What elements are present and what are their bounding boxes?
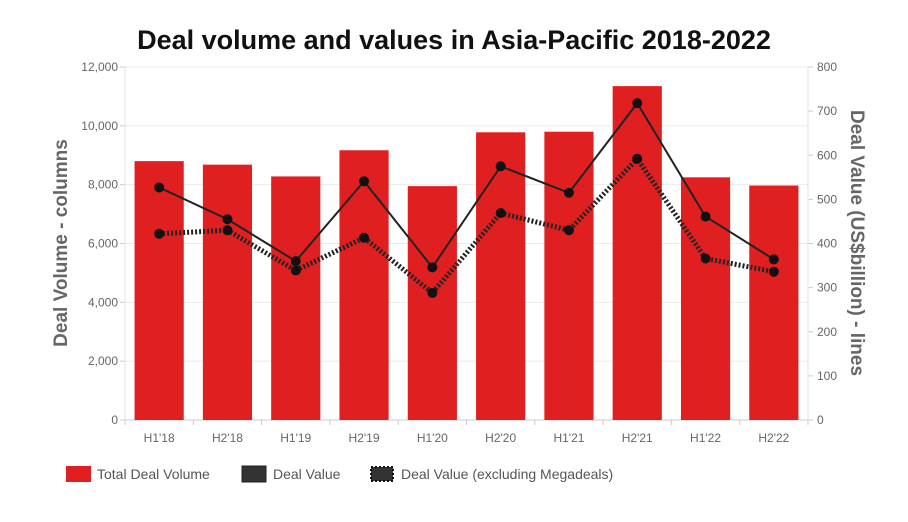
legend-swatch-deal-value-excl-megadeals [370,466,394,482]
bar-10 [749,185,799,420]
x-tick-label: H2'21 [622,431,653,445]
y-tick-label: 0 [111,413,118,427]
point-excl-megadeals-7 [563,225,574,236]
y2-tick-label: 500 [817,192,837,206]
legend-swatch-deal-value [241,465,267,483]
x-tick-label: H2'22 [758,431,789,445]
series-line-excluding-megadeals [159,156,775,296]
y-tick-label: 10,000 [81,119,118,133]
point-excl-megadeals-1 [154,228,165,239]
y2-tick-label: 400 [817,237,837,251]
point-deal-value-5 [427,262,438,273]
y2-tick-label: 800 [817,60,837,74]
point-deal-value-7 [563,187,574,198]
y-tick-label: 4,000 [88,295,118,309]
point-excl-megadeals-9 [700,253,711,264]
bar-1 [134,161,184,420]
point-deal-value-2 [222,214,233,225]
series-line-deal-value [158,102,775,269]
lines [154,98,779,298]
bar-4 [339,150,389,421]
y2-tick-label: 0 [817,413,824,427]
bar-2 [202,164,253,420]
bar-7 [544,131,594,420]
point-deal-value-1 [154,182,165,193]
x-tick-label: H2'20 [485,431,516,445]
point-excl-megadeals-10 [768,266,779,277]
y2-tick-label: 700 [817,104,837,118]
y2-tick-label: 600 [817,148,837,162]
bar-3 [271,176,321,420]
legend-label: Total Deal Volume [97,466,210,482]
bar-5 [407,186,457,420]
point-excl-megadeals-5 [427,287,438,298]
point-deal-value-8 [632,98,643,109]
x-tick-label: H1'18 [144,431,175,445]
point-excl-megadeals-2 [222,225,233,236]
legend-swatch-total-deal-volume [66,466,91,482]
x-tick-label: H1'20 [417,431,448,445]
point-excl-megadeals-3 [290,265,301,276]
bar-8 [612,86,662,420]
bars [134,86,799,421]
x-tick-label: H2'18 [212,431,243,445]
y2-tick-label: 100 [817,369,837,383]
point-deal-value-9 [700,211,711,222]
point-deal-value-6 [495,161,506,172]
y2-tick-label: 300 [817,281,837,295]
y2-tick-label: 200 [817,325,837,339]
x-tick-label: H1'22 [690,431,721,445]
legend-label: Deal Value [273,466,341,482]
x-tick-label: H2'19 [349,431,380,445]
point-deal-value-4 [359,176,370,187]
bar-6 [476,132,526,420]
point-deal-value-10 [768,254,779,265]
legend: Total Deal Volume Deal Value Deal Value (e… [66,465,613,483]
point-excl-megadeals-4 [359,232,370,243]
y-tick-label: 2,000 [88,354,118,368]
y-tick-label: 12,000 [81,60,118,74]
legend-label: Deal Value (excluding Megadeals) [401,466,613,482]
chart-title: Deal volume and values in Asia-Pacific 2… [137,25,771,55]
point-excl-megadeals-6 [495,208,506,219]
x-tick-label: H1'21 [553,431,584,445]
x-tick-label: H1'19 [280,431,311,445]
y2-axis-title: Deal Value (US$billion) - lines [846,110,867,376]
y-tick-label: 8,000 [88,178,118,192]
axes: 0 2,000 4,000 6,000 8,000 10,000 12,000 0 100 200… [81,60,837,445]
point-deal-value-3 [290,256,301,267]
y-axis-title: Deal Volume - columns [51,139,72,347]
point-excl-megadeals-8 [632,153,643,164]
y-tick-label: 6,000 [88,237,118,251]
